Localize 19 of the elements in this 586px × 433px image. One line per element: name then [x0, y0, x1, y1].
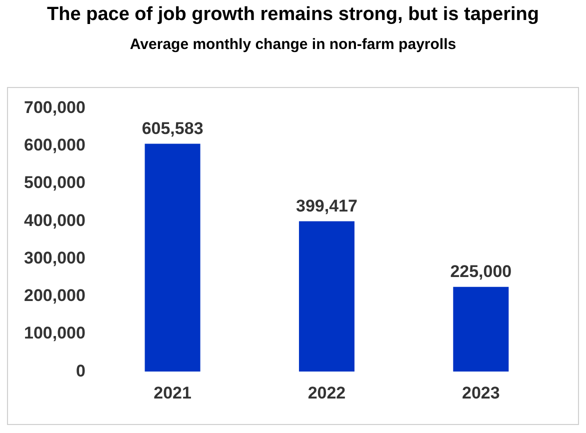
y-tick-label: 0 [76, 361, 86, 380]
y-tick-label: 400,000 [24, 210, 86, 230]
y-tick-label: 200,000 [24, 286, 86, 306]
bar [453, 286, 509, 372]
y-tick-label: 700,000 [24, 98, 86, 117]
y-tick-label: 500,000 [24, 173, 86, 192]
x-tick-label: 2021 [154, 383, 192, 402]
y-tick-label: 600,000 [24, 136, 86, 155]
chart-title: The pace of job growth remains strong, but is tapering [46, 4, 540, 26]
bar [298, 221, 354, 372]
y-tick-label: 100,000 [24, 324, 86, 343]
x-tick-label: 2023 [462, 383, 500, 402]
data-label: 225,000 [450, 262, 512, 282]
y-tick-label: 300,000 [24, 248, 86, 268]
data-label: 605,583 [142, 118, 204, 138]
chart-subtitle: Average monthly change in non-farm payrolls [128, 36, 458, 53]
bar [144, 144, 200, 372]
data-label: 399,417 [296, 196, 358, 216]
x-tick-label: 2022 [308, 383, 346, 402]
